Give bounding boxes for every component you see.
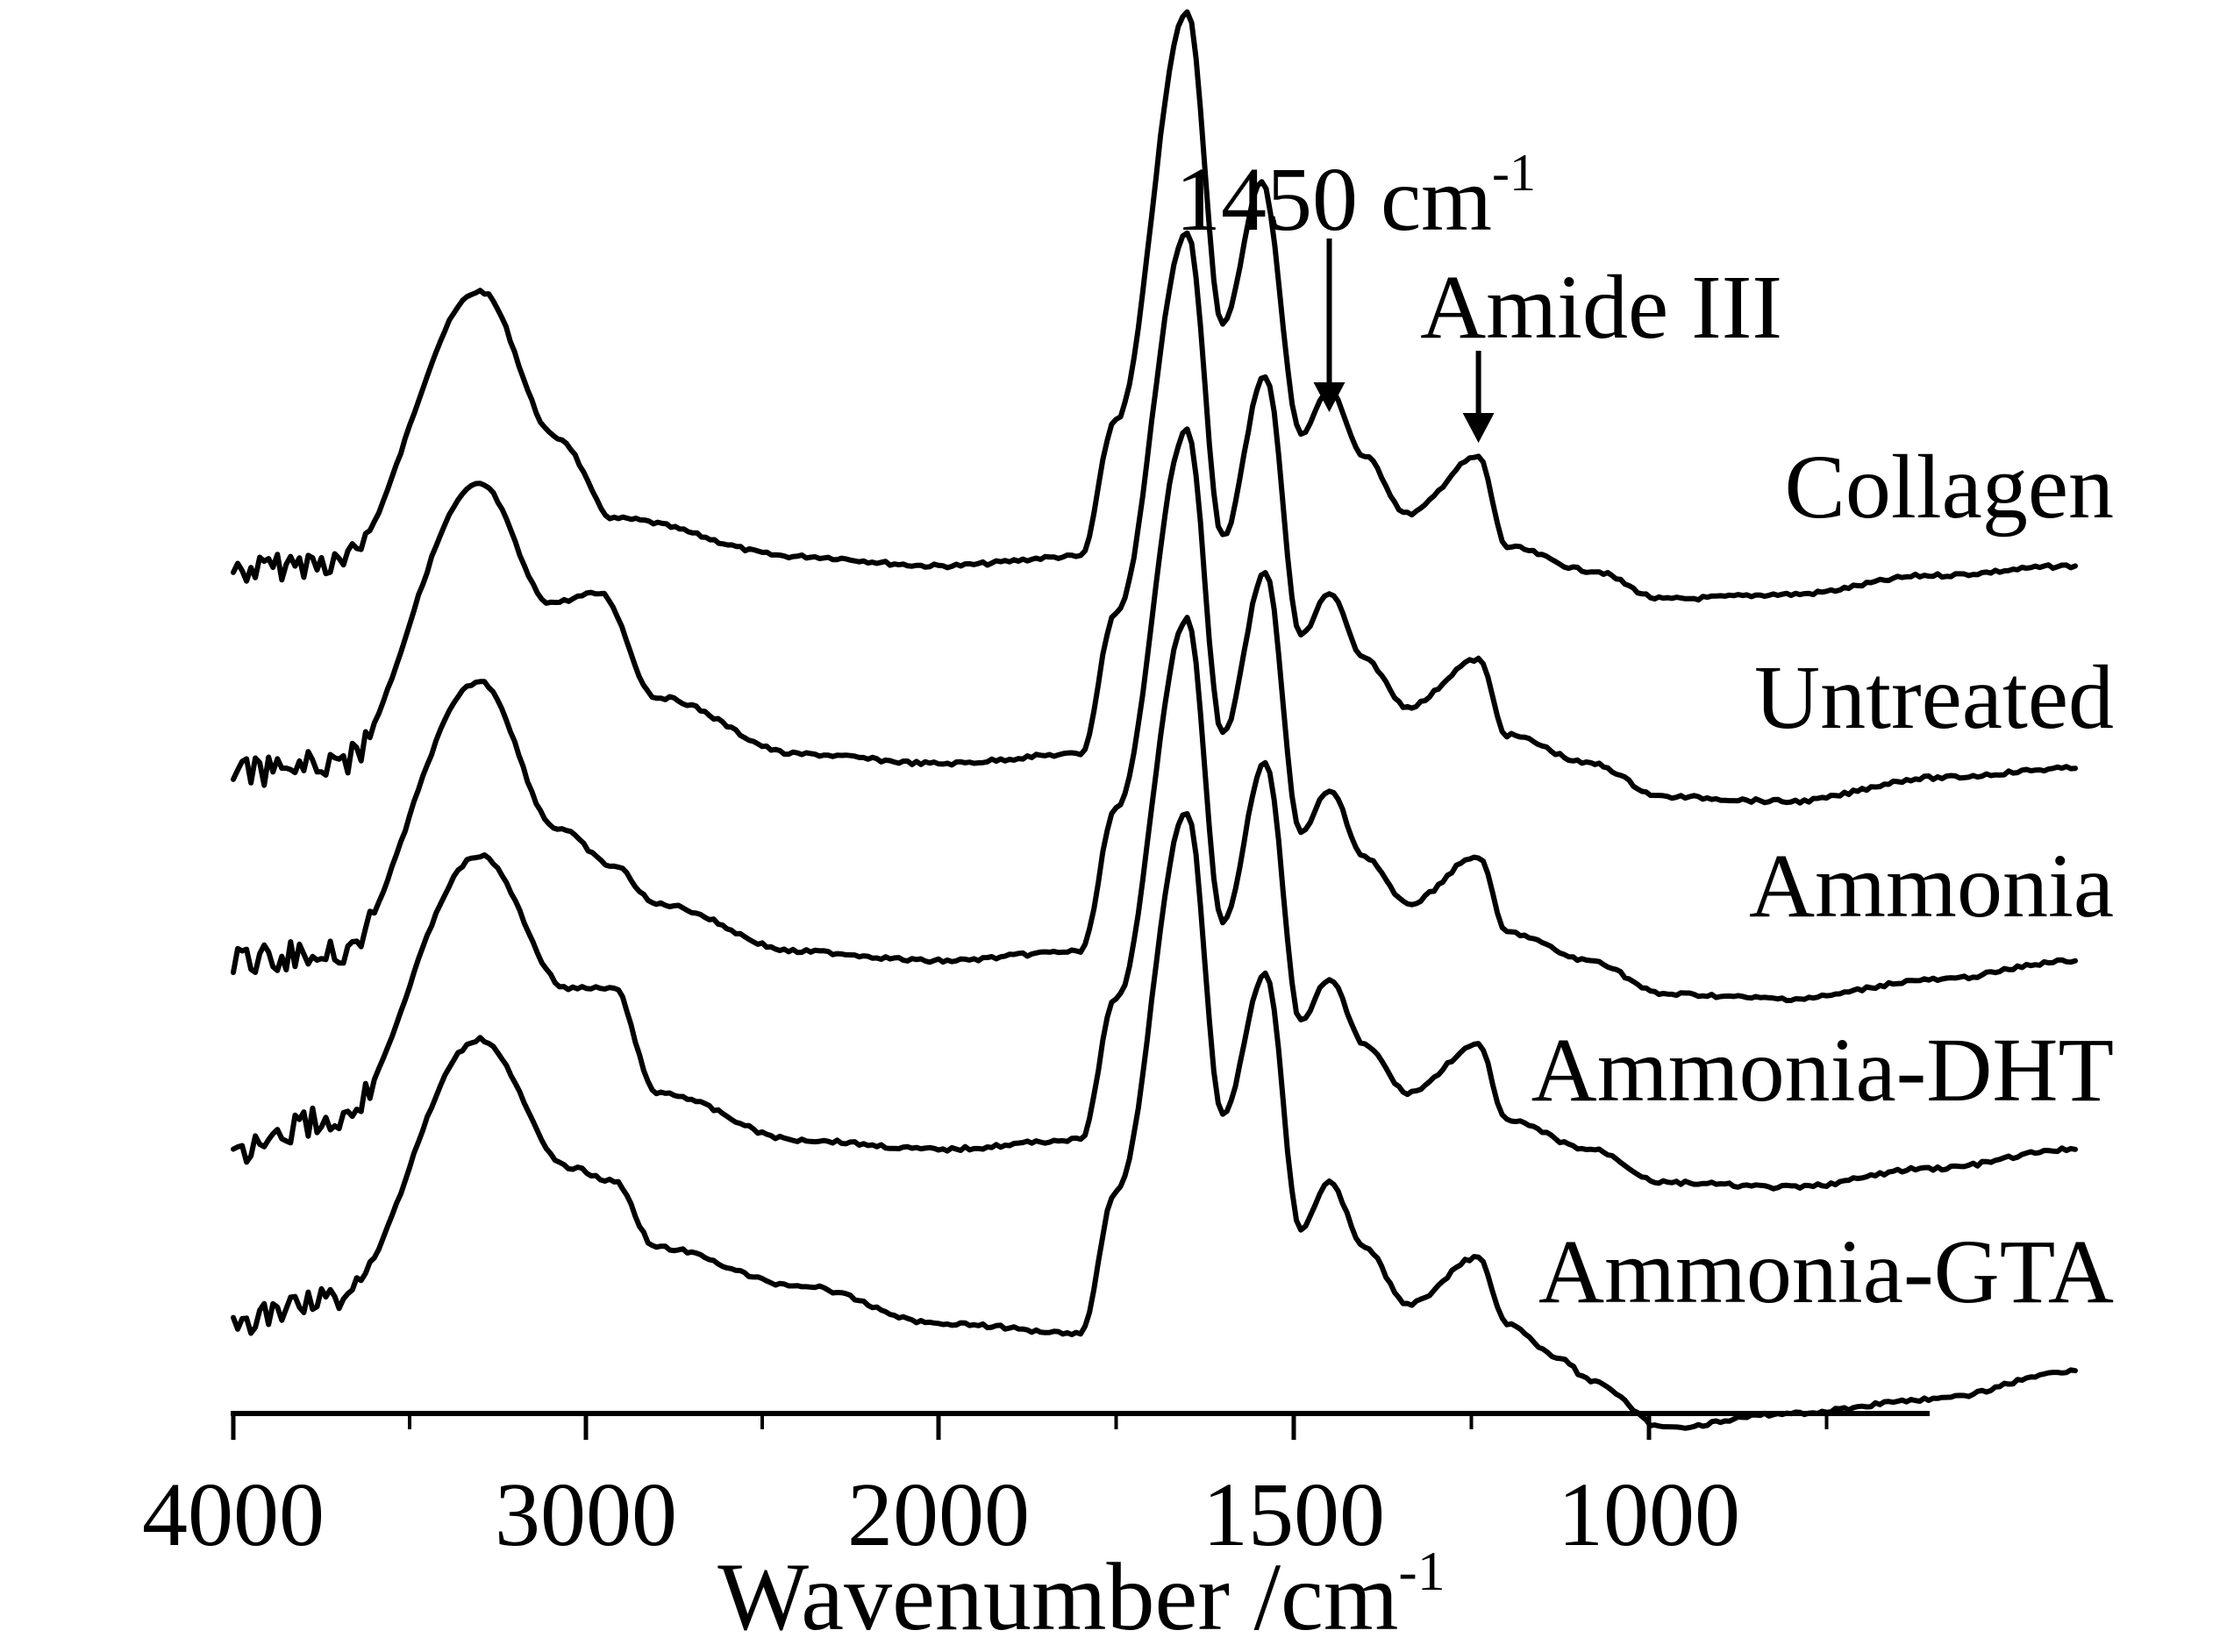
series-line-ammonia — [231, 426, 2078, 1004]
series-labels: Collagen Untreated Ammonia Ammonia-DHT Ammon… — [1531, 437, 2114, 1322]
series-line-untreated — [231, 230, 2078, 806]
x-axis-ticks — [231, 1413, 1829, 1440]
series-line-ammonia-dht — [231, 615, 2078, 1192]
spectra-layer — [231, 9, 2078, 1431]
x-axis-tick-labels: 4000 3000 2000 1500 1000 — [142, 1464, 1740, 1565]
annotation-label-0: 1450 cm-1 — [1175, 144, 1536, 250]
series-label-ammonia-dht: Ammonia-DHT — [1531, 1020, 2114, 1121]
series-label-ammonia-gta: Ammonia-GTA — [1538, 1221, 2114, 1322]
x-tick-label-3000: 3000 — [495, 1464, 677, 1565]
x-tick-label-4000: 4000 — [142, 1464, 325, 1565]
x-tick-label-1500: 1500 — [1203, 1464, 1385, 1565]
annotation-label-1: Amide III — [1420, 257, 1782, 358]
series-label-collagen: Collagen — [1785, 437, 2114, 538]
annotation-arrow-head-1 — [1462, 413, 1495, 443]
x-axis-title-sup: -1 — [1398, 1540, 1445, 1602]
x-tick-label-1000: 1000 — [1558, 1464, 1740, 1565]
x-axis-title: Wavenumber /cm-1 — [717, 1540, 1445, 1650]
x-tick-label-2000: 2000 — [847, 1464, 1030, 1565]
x-axis-title-text: Wavenumber /cm — [717, 1543, 1398, 1650]
series-line-collagen — [231, 9, 2078, 603]
annotation-arrow-head-0 — [1313, 382, 1345, 412]
series-label-ammonia: Ammonia — [1749, 836, 2114, 936]
series-label-untreated: Untreated — [1754, 647, 2114, 748]
